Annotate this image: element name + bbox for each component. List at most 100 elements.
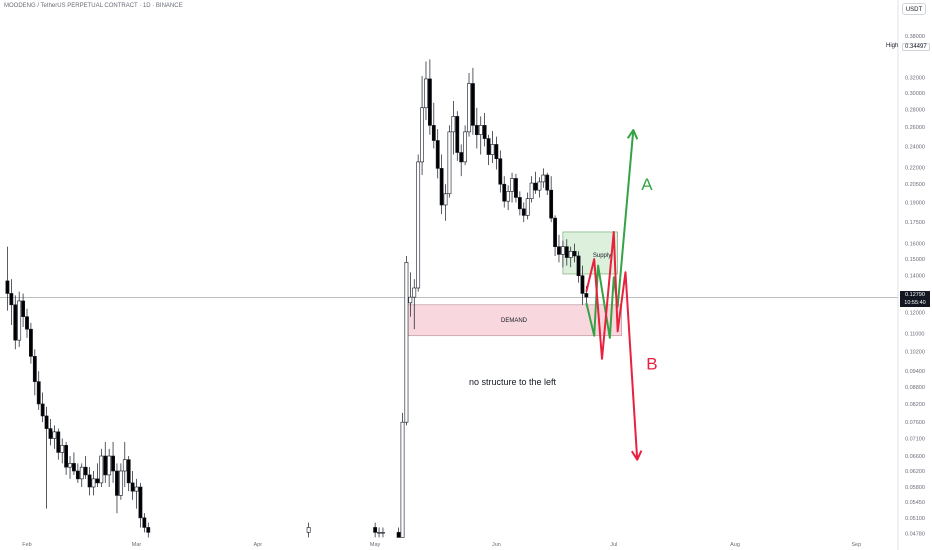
candle-body [122, 459, 127, 472]
candle-body [471, 83, 475, 126]
candle-body [580, 275, 585, 294]
candle-down [482, 112, 487, 147]
candle-body [68, 463, 72, 468]
price-tick-label: 0.22000 [905, 165, 925, 171]
candle-down [514, 173, 518, 203]
candle-down [29, 322, 33, 364]
candle-down [549, 176, 554, 223]
candle-body [502, 183, 507, 202]
candle-body [517, 197, 522, 210]
candle-up [510, 172, 514, 203]
time-tick-label: Mar [132, 542, 142, 548]
candle-body [521, 208, 526, 216]
price-tick-label: 0.32000 [905, 75, 925, 81]
candle-body [506, 191, 511, 202]
candle-down [9, 279, 14, 325]
candle-up [306, 522, 311, 538]
candle-down [40, 392, 45, 423]
candle-body [79, 466, 84, 480]
high-value: 0.34497 [902, 43, 930, 51]
candle-body [9, 293, 14, 306]
candle-body [13, 304, 18, 341]
candle-body [443, 193, 448, 206]
scenario-b-label: B [646, 355, 657, 374]
candle-body [29, 328, 33, 357]
candle-body [412, 287, 417, 298]
candle-body [447, 131, 452, 195]
candle-up [408, 272, 413, 317]
candle-body [431, 125, 436, 141]
price-tick-label: 0.10200 [905, 350, 925, 356]
candle-body [83, 466, 88, 476]
candle-down [557, 234, 561, 263]
candle-body [498, 158, 503, 185]
candle-down [396, 527, 401, 538]
annotations-layer: Supply DEMAND no structure to the left [469, 253, 611, 387]
scenario-b-path [585, 230, 639, 460]
candle-down [459, 144, 464, 177]
candle-down [72, 452, 76, 475]
candle-body [553, 217, 557, 247]
currency-unit-button[interactable]: USDT [902, 3, 926, 15]
candle-body [99, 455, 104, 484]
candle-body [72, 463, 76, 472]
demand-zone-label: DEMAND [501, 318, 528, 324]
time-tick-label: Apr [254, 542, 263, 548]
candle-body [21, 300, 25, 317]
scenario-b-arrowhead [631, 450, 643, 461]
candle-body [455, 116, 460, 153]
candle-down [373, 522, 378, 538]
candle-down [87, 467, 92, 496]
price-tick-label: 0.16000 [905, 242, 925, 248]
candle-up [381, 527, 385, 538]
time-tick-label: Sep [851, 542, 861, 548]
candle-body [95, 478, 100, 484]
current-price-value: 0.12790 [905, 292, 925, 299]
price-tick-label: 0.05100 [905, 516, 925, 522]
candle-body [537, 181, 542, 191]
candle-down [44, 406, 49, 509]
candle-body [396, 532, 401, 538]
candle-body [549, 189, 554, 219]
time-axis[interactable]: Feb Mar Apr May Jun Jul Aug Sep [22, 542, 861, 548]
candle-up [122, 441, 127, 488]
candle-body [44, 415, 49, 429]
price-tick-label: 0.38000 [905, 34, 925, 40]
candle-body [525, 198, 530, 216]
candle-down [435, 129, 440, 179]
candle-up [541, 168, 546, 188]
candle-body [377, 532, 381, 534]
candle-up [568, 246, 573, 268]
candle-body [529, 182, 534, 199]
candle-up [377, 527, 381, 538]
candle-body [107, 455, 112, 476]
candle-body [427, 78, 432, 126]
candle-body [5, 280, 10, 294]
candle-up [506, 185, 511, 211]
candle-body [404, 262, 409, 423]
candle-body [111, 455, 115, 472]
candle-body [87, 474, 92, 488]
candle-body [557, 246, 561, 255]
candle-body [91, 478, 96, 488]
price-axis[interactable]: 0.38000 0.32000 0.30000 0.28000 0.26000 0.240… [897, 0, 925, 550]
high-label: High [886, 43, 899, 49]
candle-body [435, 140, 440, 169]
candle-up [118, 463, 123, 500]
candle-down [36, 371, 41, 410]
candle-body [533, 182, 538, 191]
candle-up [52, 425, 57, 449]
candle-body [48, 428, 53, 439]
candle-down [130, 471, 135, 500]
candle-body [400, 421, 405, 538]
candle-up [60, 438, 65, 464]
candle-body [381, 532, 385, 534]
candle-up [537, 177, 542, 198]
candle-down [553, 215, 557, 256]
candle-body [56, 431, 61, 453]
demand-zone [406, 304, 622, 337]
time-tick-label: Aug [730, 542, 740, 548]
candle-body [568, 250, 573, 258]
